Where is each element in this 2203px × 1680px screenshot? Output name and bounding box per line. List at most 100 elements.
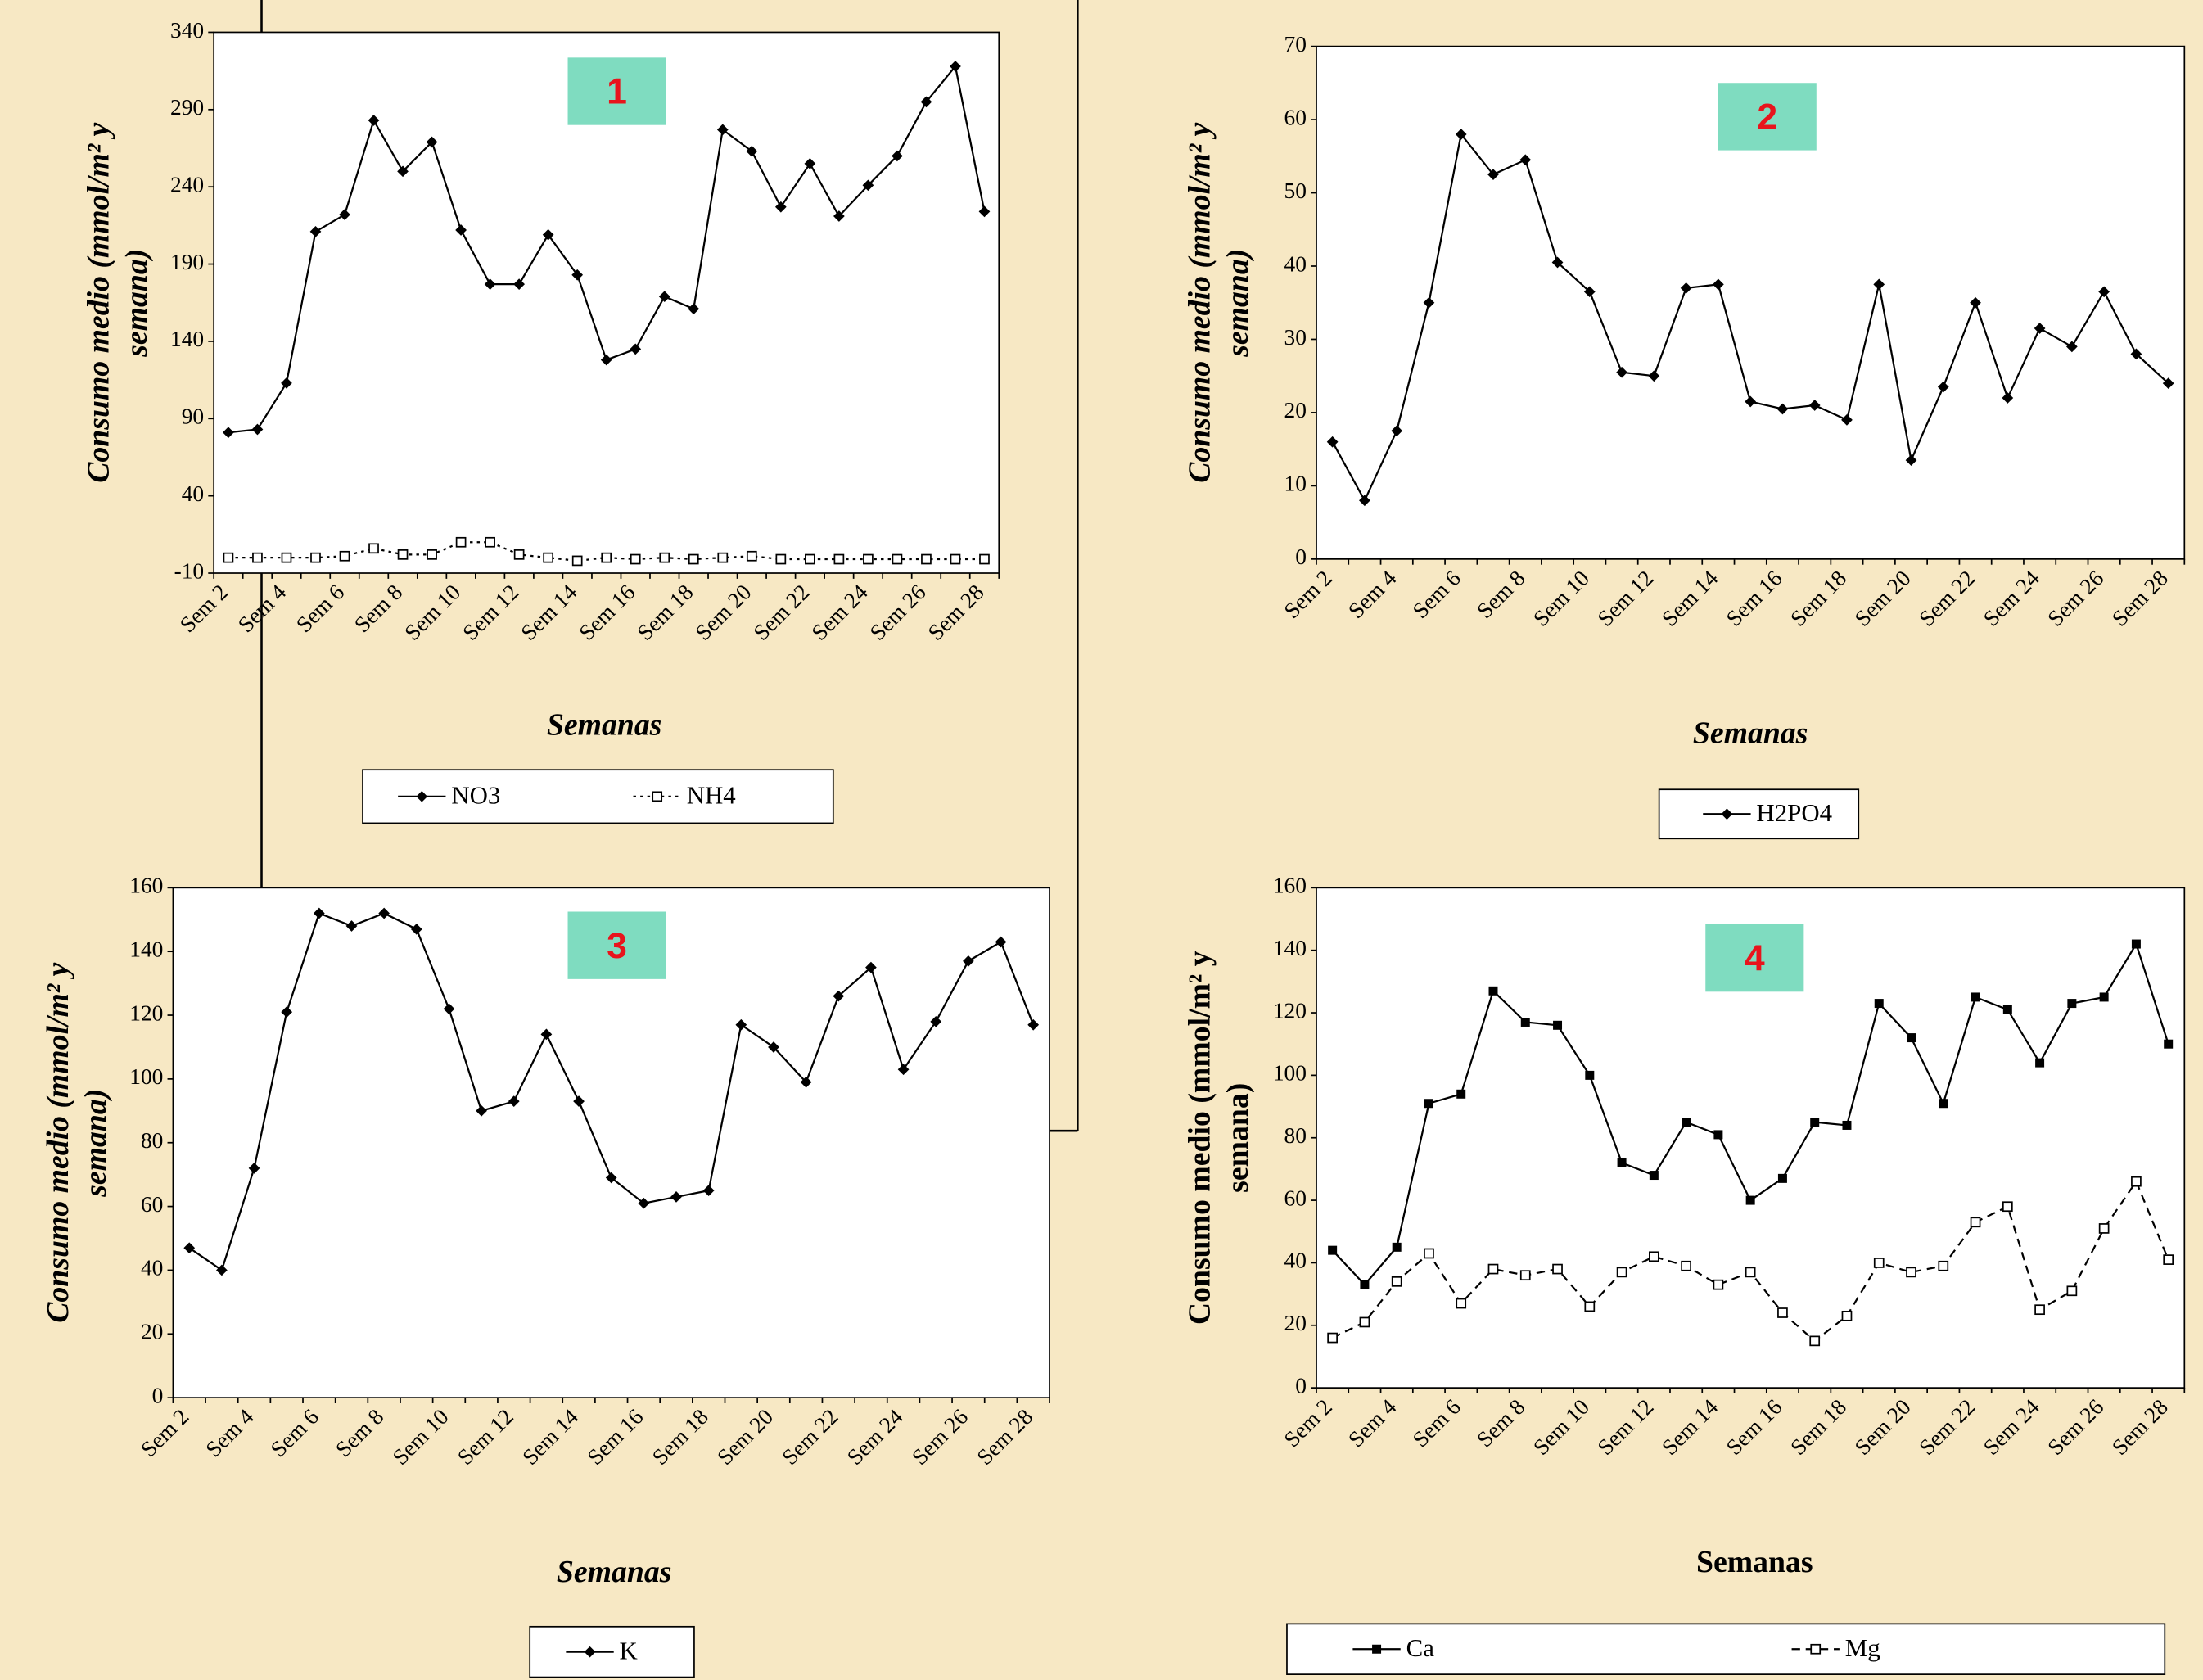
- data-point: [397, 165, 409, 178]
- legend-marker: [1721, 808, 1733, 820]
- data-point: [2163, 1254, 2174, 1265]
- data-point: [1907, 1033, 1916, 1043]
- data-point: [717, 552, 729, 563]
- data-point: [410, 924, 422, 935]
- y-tick-label: 0: [1295, 544, 1307, 569]
- data-point: [1616, 1267, 1627, 1278]
- data-point: [426, 136, 438, 148]
- data-point: [804, 158, 816, 169]
- data-point: [1938, 1260, 1949, 1271]
- data-point: [455, 536, 467, 548]
- legend-marker: [652, 791, 663, 802]
- data-point: [1842, 1120, 1852, 1130]
- data-point: [345, 920, 358, 932]
- legend-label: NH4: [687, 781, 736, 810]
- data-point: [688, 553, 699, 565]
- data-point: [2035, 1058, 2045, 1068]
- y-tick-label: 0: [1295, 1373, 1307, 1398]
- data-point: [1649, 1251, 1659, 1262]
- legend-marker: [1372, 1644, 1382, 1654]
- data-point: [1648, 370, 1660, 382]
- data-point: [2067, 999, 2077, 1009]
- data-point: [571, 269, 584, 281]
- y-tick-label: 40: [182, 481, 204, 506]
- y-tick-label: 60: [141, 1192, 163, 1217]
- x-axis-label: Semanas: [557, 1555, 672, 1589]
- data-point: [1808, 400, 1821, 411]
- y-tick-label: 160: [129, 874, 163, 898]
- data-point: [670, 1191, 682, 1203]
- label-box: [1705, 924, 1804, 992]
- y-tick-label: 120: [129, 1000, 163, 1025]
- data-point: [963, 955, 974, 967]
- x-axis-label: Semanas: [1696, 1545, 1813, 1579]
- chart-label: 1: [607, 72, 627, 112]
- data-point: [378, 907, 390, 919]
- data-point: [542, 228, 554, 241]
- data-point: [1328, 1245, 1338, 1255]
- data-point: [716, 124, 729, 136]
- data-point: [1905, 454, 1917, 466]
- data-point: [805, 553, 815, 565]
- data-point: [659, 552, 670, 563]
- data-point: [775, 553, 787, 565]
- y-tick-label: 120: [1273, 998, 1307, 1023]
- data-point: [223, 427, 234, 439]
- data-point: [339, 209, 350, 221]
- data-point: [1682, 1118, 1691, 1127]
- data-point: [746, 550, 757, 562]
- data-point: [1970, 1217, 1981, 1228]
- y-tick-label: 40: [1284, 1249, 1307, 1273]
- y-tick-label: 10: [1284, 472, 1307, 496]
- data-point: [892, 553, 903, 565]
- data-point: [1713, 1130, 1723, 1140]
- data-point: [1424, 1099, 1433, 1109]
- data-point: [2002, 1201, 2013, 1213]
- data-point: [2099, 992, 2109, 1002]
- data-point: [252, 552, 263, 563]
- data-point: [2098, 286, 2110, 298]
- legend-marker: [1810, 1643, 1822, 1655]
- data-point: [1649, 1171, 1659, 1181]
- data-point: [1745, 1195, 1755, 1205]
- data-point: [1519, 154, 1532, 166]
- data-point: [1809, 1335, 1821, 1347]
- data-point: [892, 150, 903, 162]
- y-axis-label: semana): [1221, 1083, 1255, 1193]
- x-axis-label: Semanas: [547, 707, 662, 742]
- data-point: [605, 1172, 617, 1184]
- data-point: [1520, 1017, 1530, 1027]
- y-tick-label: 40: [141, 1256, 163, 1280]
- data-point: [1777, 1173, 1787, 1183]
- data-point: [2098, 1223, 2110, 1234]
- data-point: [1455, 129, 1467, 140]
- y-axis-label: Consumo medio (mmol/m² y: [1183, 951, 1217, 1325]
- legend-marker: [584, 1646, 596, 1658]
- label-box: [1718, 83, 1817, 151]
- data-point: [979, 553, 990, 565]
- data-point: [1777, 1307, 1788, 1318]
- y-tick-label: 20: [1284, 398, 1307, 422]
- data-point: [1392, 1242, 1402, 1252]
- data-point: [1552, 1263, 1563, 1275]
- data-point: [630, 553, 641, 565]
- data-point: [2034, 1304, 2045, 1316]
- legend-label: K: [620, 1636, 638, 1664]
- y-tick-label: 90: [182, 404, 204, 429]
- data-point: [339, 550, 350, 562]
- data-point: [476, 1104, 487, 1117]
- data-point: [2034, 323, 2046, 334]
- y-tick-label: 20: [1284, 1311, 1307, 1335]
- data-point: [630, 343, 642, 355]
- data-point: [688, 303, 700, 315]
- data-point: [1488, 986, 1498, 996]
- data-point: [865, 961, 877, 973]
- data-point: [1360, 1280, 1370, 1289]
- y-tick-label: 140: [129, 937, 163, 961]
- data-point: [368, 115, 380, 126]
- data-point: [1423, 296, 1435, 309]
- y-axis-label: Consumo medio (mmol/m² y: [41, 962, 75, 1322]
- y-tick-label: 290: [170, 95, 204, 120]
